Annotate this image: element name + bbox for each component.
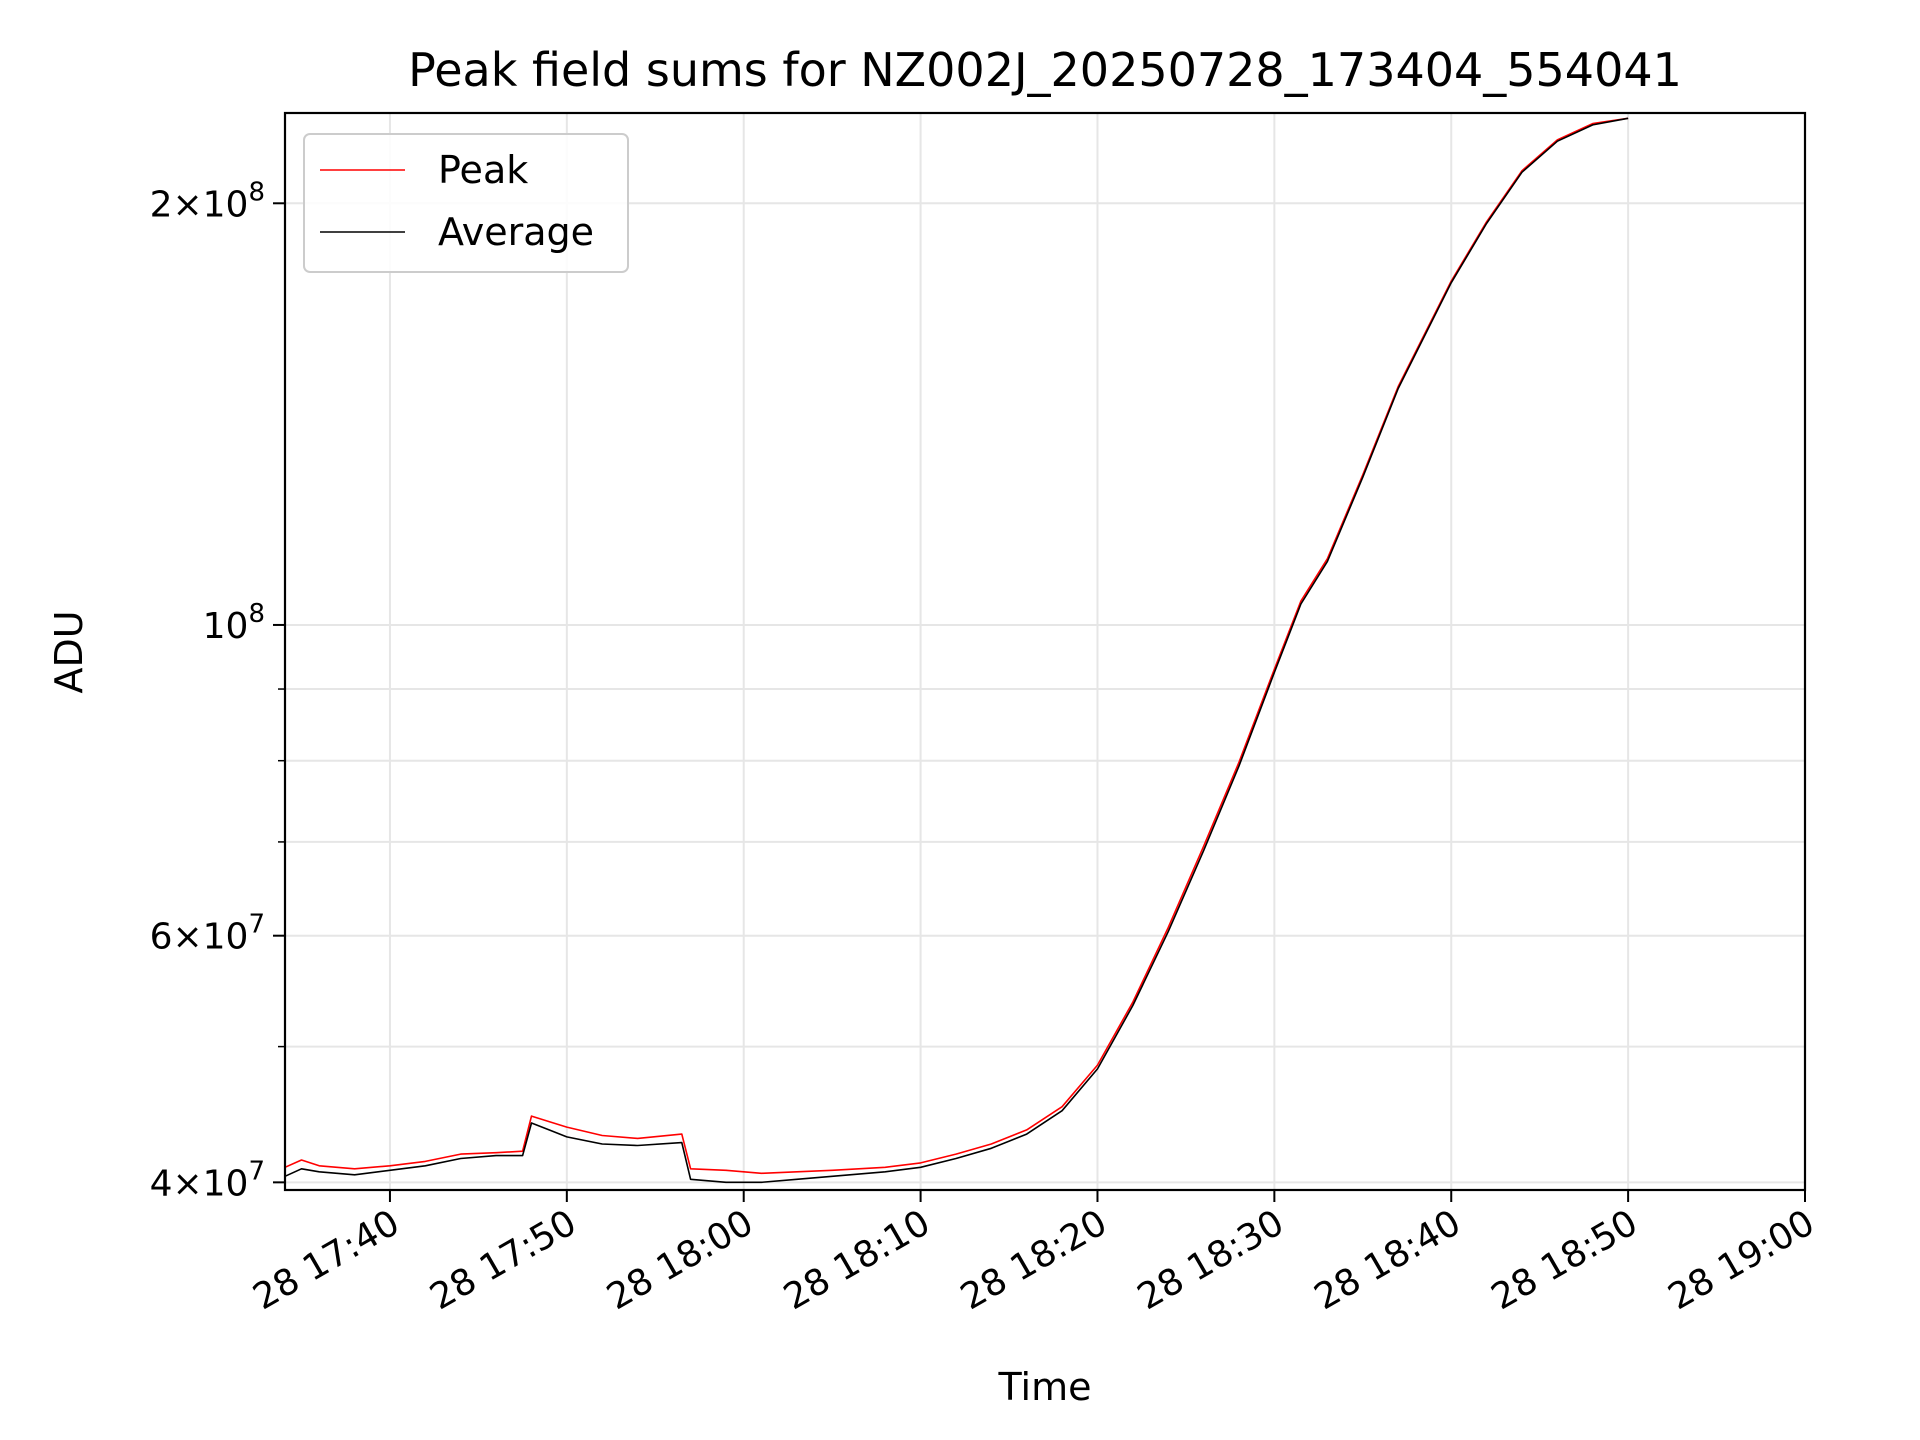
y-tick-label: 2×108 xyxy=(150,177,265,225)
plot-frame xyxy=(283,111,1807,1192)
series-line-peak xyxy=(284,117,1629,1175)
y-tick-label: 4×107 xyxy=(150,1156,265,1204)
series-line-average xyxy=(284,117,1629,1184)
legend: Peak Average xyxy=(303,133,629,273)
legend-label-peak: Peak xyxy=(438,148,528,192)
y-axis-label: ADU xyxy=(47,610,91,693)
y-tick-label: 108 xyxy=(203,599,265,647)
x-axis-label: Time xyxy=(998,1365,1092,1409)
y-tick-label: 6×107 xyxy=(150,910,265,958)
legend-label-average: Average xyxy=(438,210,594,254)
series-lines xyxy=(284,117,1629,1184)
chart-title: Peak field sums for NZ002J_20250728_1734… xyxy=(408,43,1682,97)
y-axis: 4×107 6×107 108 2×108 xyxy=(150,177,285,1204)
legend-box xyxy=(303,133,629,273)
